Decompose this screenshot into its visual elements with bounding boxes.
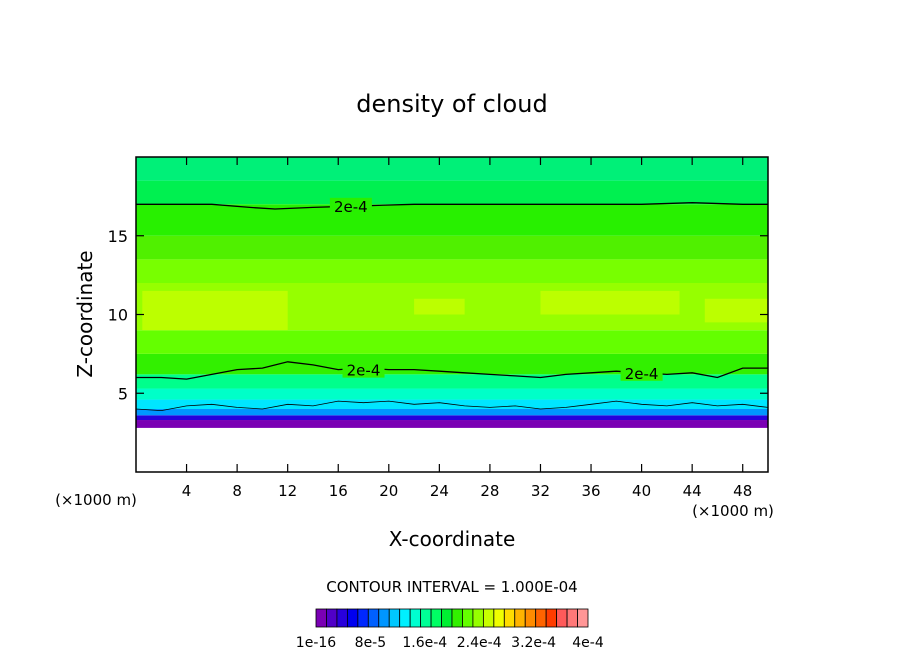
- x-axis-unit-label: (×1000 m): [692, 502, 774, 520]
- density-band-0: [136, 427, 768, 472]
- colorbar-tick-label: 4e-4: [572, 635, 604, 651]
- colorbar-swatch: [336, 608, 348, 628]
- contour-label-bg-0: [329, 197, 372, 214]
- y-tick-label: 5: [118, 384, 128, 403]
- colorbar-swatch: [315, 608, 327, 628]
- contour-line-1: [136, 361, 768, 380]
- density-band-10: [136, 259, 768, 283]
- colorbar-tick-label: 8e-5: [355, 635, 386, 651]
- x-axis-ticks: 4 8 12 16 20 24 28 32 36 40 44 48: [182, 157, 752, 500]
- colorbar-swatch: [388, 608, 401, 628]
- colorbar-swatch: [482, 608, 495, 628]
- contour-line-0: [136, 202, 768, 210]
- colorbar-swatch: [451, 608, 463, 628]
- colorbar-swatch: [346, 608, 359, 628]
- density-band-14: [136, 157, 768, 181]
- colorbar-swatch: [378, 608, 390, 628]
- high-density-patch-1: [414, 298, 465, 315]
- x-tick-label: 24: [430, 482, 449, 500]
- colorbar-swatch: [420, 608, 432, 628]
- x-tick-label: 12: [278, 482, 297, 500]
- colorbar-swatch: [577, 608, 589, 628]
- x-tick-label: 48: [733, 482, 752, 500]
- colorbar-swatch: [545, 608, 558, 628]
- x-tick-label: 36: [581, 482, 600, 500]
- colorbar-swatch: [357, 608, 369, 628]
- colorbar-swatch: [326, 608, 338, 628]
- x-tick-label: 4: [182, 482, 192, 500]
- density-band-13: [136, 180, 768, 205]
- colorbar-tick-label: 3.2e-4: [511, 635, 556, 651]
- x-axis-label: X-coordinate: [389, 527, 516, 551]
- density-band-2: [136, 415, 768, 421]
- colorbar-tick-label: 1e-16: [296, 635, 336, 651]
- colorbar-swatch: [503, 608, 516, 628]
- high-density-patch-2: [540, 290, 680, 315]
- colorbar-swatch: [493, 608, 505, 628]
- contour-label-bg-1: [342, 361, 385, 378]
- colorbar-swatch: [524, 608, 537, 628]
- colorbar-labels: 1e-16 8e-5 1.6e-4 2.4e-4 3.2e-4 4e-4: [296, 635, 604, 651]
- y-axis-label: Z-coordinate: [73, 250, 97, 377]
- colorbar-swatch: [462, 608, 474, 628]
- x-tick-label: 16: [329, 482, 348, 500]
- high-density-patches: [142, 290, 768, 331]
- y-tick-label: 10: [108, 306, 128, 325]
- contour-label-0: 2e-4: [334, 198, 368, 216]
- colorbar-swatch: [441, 608, 453, 628]
- colorbar-swatch: [472, 608, 484, 628]
- density-band-6: [136, 374, 768, 389]
- high-density-patch-3: [704, 298, 768, 323]
- colorbar-swatch: [514, 608, 526, 628]
- density-band-3: [136, 409, 768, 416]
- high-density-patch-0: [142, 290, 288, 331]
- x-tick-label: 40: [632, 482, 651, 500]
- colorbar-swatch: [367, 608, 380, 628]
- colorbar: [315, 608, 589, 628]
- x-origin-unit-label: (×1000 m): [55, 491, 137, 509]
- density-band-1: [136, 420, 768, 428]
- density-band-5: [136, 388, 768, 400]
- colorbar-swatch: [566, 608, 578, 628]
- x-tick-label: 8: [232, 482, 242, 500]
- contour-label-2: 2e-4: [625, 365, 659, 383]
- y-axis-ticks: 5 10 15: [108, 227, 768, 403]
- colorbar-swatch: [399, 608, 411, 628]
- colorbar-swatch: [556, 608, 568, 628]
- x-tick-label: 20: [379, 482, 398, 500]
- contour-interval-label: CONTOUR INTERVAL = 1.000E-04: [326, 578, 577, 596]
- density-band-11: [136, 235, 768, 260]
- density-band-12: [136, 204, 768, 236]
- colorbar-swatch: [535, 608, 547, 628]
- contour-label-1: 2e-4: [347, 362, 381, 380]
- x-tick-label: 44: [683, 482, 702, 500]
- chart-title: density of cloud: [356, 90, 547, 118]
- x-tick-label: 32: [531, 482, 550, 500]
- contour-lines: 2e-4 2e-4 2e-4: [135, 197, 769, 412]
- density-band-7: [136, 353, 768, 375]
- colorbar-tick-label: 1.6e-4: [402, 635, 447, 651]
- plot-area: 2e-42e-4 2e-4 4 8 12 16 20 24 28 32 36 40 44 48 5101…: [108, 156, 769, 500]
- colorbar-swatch: [409, 608, 422, 628]
- x-tick-label: 28: [480, 482, 499, 500]
- colorbar-swatch: [430, 608, 442, 628]
- colorbar-tick-label: 2.4e-4: [457, 635, 502, 651]
- y-tick-label: 15: [108, 227, 128, 246]
- contour-label-bg-2: [620, 364, 663, 381]
- contour-line-2: [135, 400, 769, 412]
- density-band-8: [136, 330, 768, 354]
